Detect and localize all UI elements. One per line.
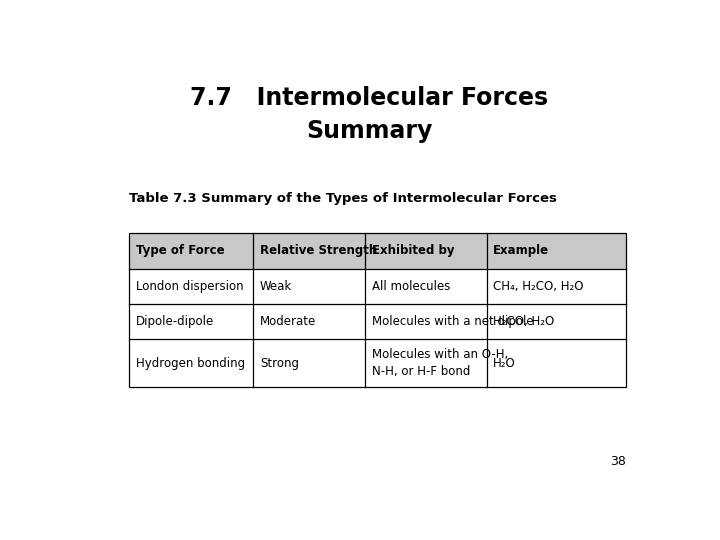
Text: Relative Strength: Relative Strength [260, 245, 377, 258]
Text: H₂O: H₂O [493, 356, 516, 370]
Text: Molecules with a net dipole: Molecules with a net dipole [372, 315, 534, 328]
Text: Summary: Summary [306, 119, 432, 143]
Text: H₂CO, H₂O: H₂CO, H₂O [493, 315, 554, 328]
Text: Weak: Weak [260, 280, 292, 293]
Bar [129, 233, 626, 268]
Text: London dispersion: London dispersion [136, 280, 243, 293]
Text: Table 7.3 Summary of the Types of Intermolecular Forces: Table 7.3 Summary of the Types of Interm… [129, 192, 557, 205]
Text: Example: Example [493, 245, 549, 258]
Text: Molecules with an O-H,
N-H, or H-F bond: Molecules with an O-H, N-H, or H-F bond [372, 348, 508, 378]
Text: Type of Force: Type of Force [136, 245, 225, 258]
Text: 7.7   Intermolecular Forces: 7.7 Intermolecular Forces [190, 85, 548, 110]
Text: Exhibited by: Exhibited by [372, 245, 454, 258]
Text: All molecules: All molecules [372, 280, 450, 293]
Text: Strong: Strong [260, 356, 299, 370]
Text: Dipole-dipole: Dipole-dipole [136, 315, 214, 328]
Text: 38: 38 [610, 455, 626, 468]
Text: Hydrogen bonding: Hydrogen bonding [136, 356, 245, 370]
Text: Moderate: Moderate [260, 315, 316, 328]
Bar [129, 233, 626, 387]
Text: CH₄, H₂CO, H₂O: CH₄, H₂CO, H₂O [493, 280, 584, 293]
